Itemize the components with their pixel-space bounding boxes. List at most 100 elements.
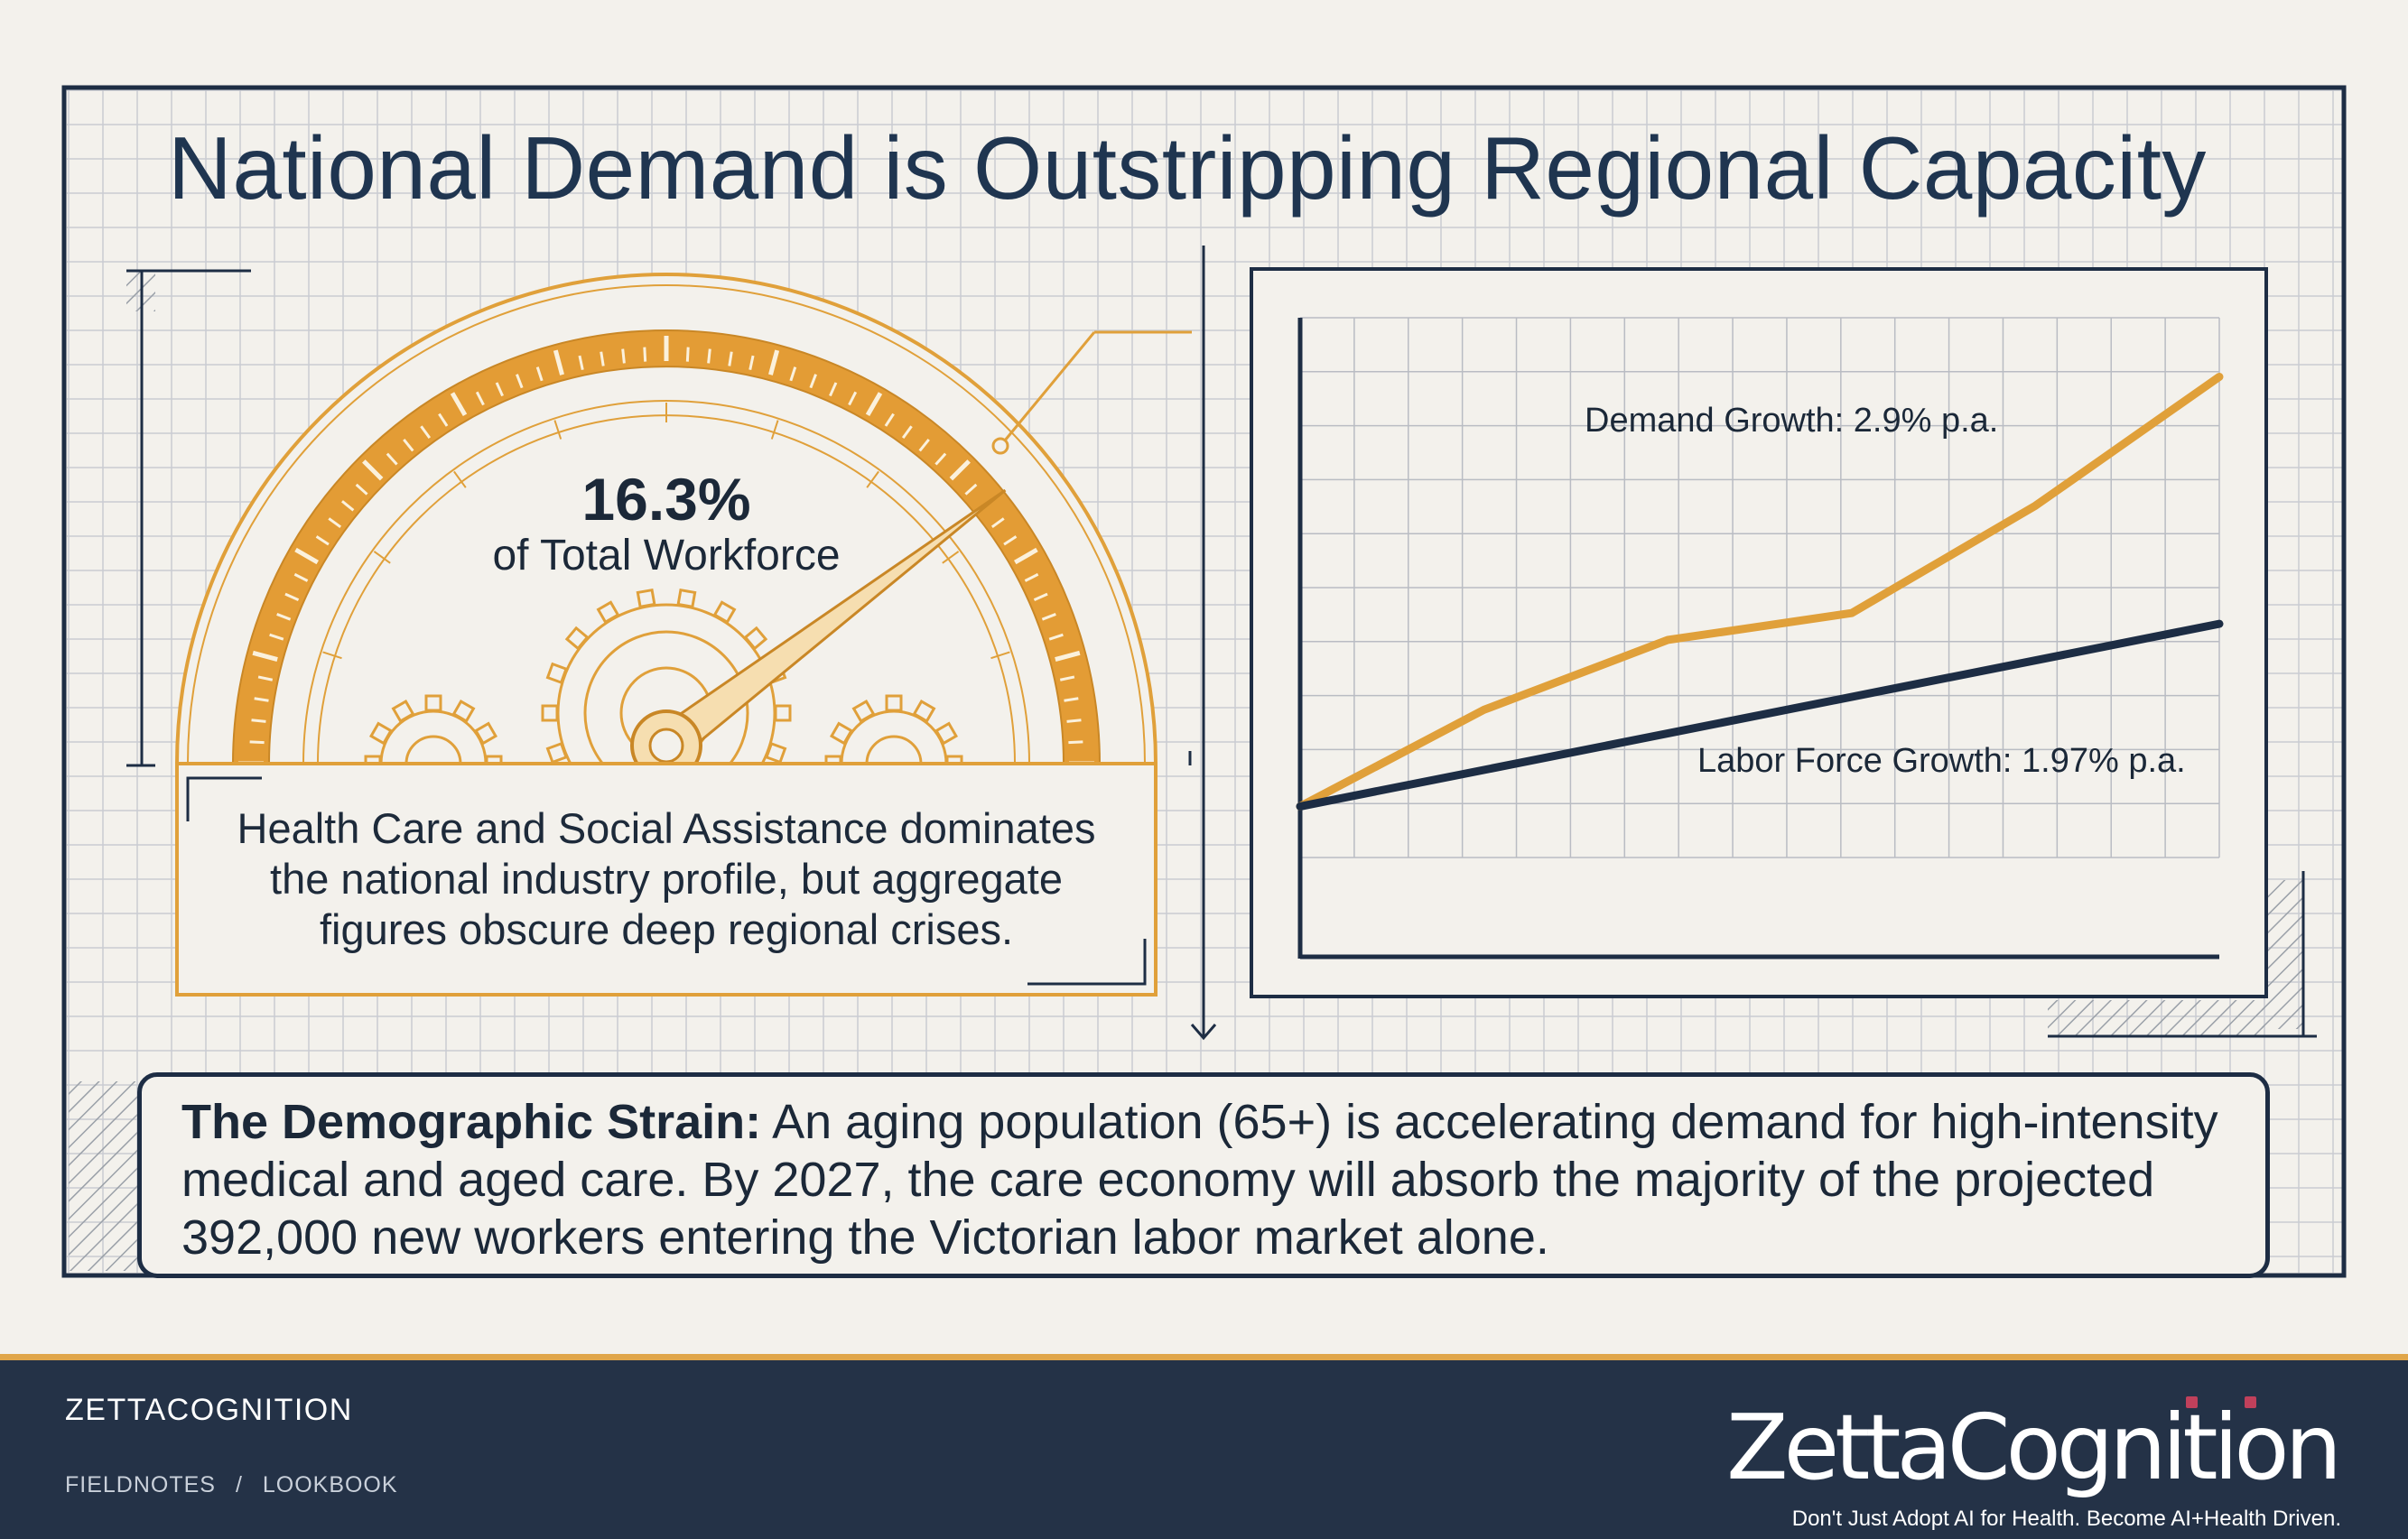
gauge-tick [495,382,504,397]
gauge-tick [1055,650,1081,662]
gauge-tick [284,592,300,601]
gauge-tick [257,675,274,681]
gauge-inner-tick [990,651,1010,660]
gauge-tick [918,439,930,452]
gauge-tick [1013,547,1038,565]
breadcrumb-fieldnotes[interactable]: FIELDNOTES [65,1472,216,1497]
gear-tooth [596,600,620,625]
gauge-tick [516,374,524,389]
gauge-tick [949,459,971,481]
gauge-tick [685,347,690,362]
gauge-inner-tick [322,651,342,660]
gauge-tick [1048,633,1064,641]
gauge-tick [707,348,711,364]
series-point [1298,804,1302,809]
gauge-tick [252,650,278,662]
gear-tooth [474,721,498,746]
gauge-tick [450,392,468,417]
series-point [2217,375,2221,379]
infographic: National Demand is Outstripping Regional… [61,85,2347,1278]
gauge-tick [293,572,309,582]
gear-tooth [368,721,393,746]
series-line-demand [1296,372,2224,811]
caption-corner-br [1027,939,1147,986]
brand-name: ZETTACOGNITION [65,1393,353,1427]
hatch-bottom-left [69,1081,141,1271]
gauge-tick [475,391,485,406]
caption-corner-tl [186,776,262,821]
breadcrumb-separator: / [235,1472,243,1497]
gear-tooth [851,699,876,723]
gauge-callout-dot [991,437,1009,455]
gauge-tick [249,740,265,745]
gauge-tick [276,613,292,621]
gear-tooth [545,741,568,765]
gauge-tick [438,413,449,427]
gauge-inner-tick [373,551,391,564]
gauge-tick [386,452,398,466]
gauge-tick [728,351,733,366]
gauge-inner-tick [942,551,960,564]
series-label-labor: Labor Force Growth: 1.97% p.a. [1697,742,2186,780]
gauge-inner-tick [453,470,467,488]
gauge-tick [355,483,368,496]
gauge-tick [294,547,320,565]
chart-series [1296,372,2224,811]
gauge-tick [829,382,838,397]
gauge-tick [789,366,797,382]
gauge-tick [848,391,858,406]
hatch-bottom-right [2048,1000,2264,1036]
company-logo: ZettaCognition [1726,1395,2342,1500]
gear-tooth [934,721,959,746]
gear-tooth [712,600,737,625]
chart-frame [1250,267,2268,998]
note-body: An aging population (65+) is acceleratin… [181,1095,2218,1265]
gauge-tick [643,347,647,362]
gear-tooth [424,694,442,712]
gear-tooth [451,699,476,723]
gauge-caption: Health Care and Social Assistance domina… [237,804,1096,953]
gauge-tick [768,349,780,375]
gauge-inner-tick [866,470,879,488]
breadcrumb: FIELDNOTES / LOOKBOOK [65,1472,398,1498]
gauge-tick [1064,697,1079,702]
gauge-tick [403,439,414,452]
gear-tooth [829,721,853,746]
gear-tooth [545,662,568,685]
gauge-tick [1041,613,1056,621]
gauge-tick [328,517,342,529]
page-title: National Demand is Outstripping Regional… [168,118,2207,218]
gauge-outer-arc [175,273,1158,765]
series-label-demand: Demand Growth: 2.9% p.a. [1585,402,1999,440]
gauge-inner-tick [770,420,779,440]
gear-tooth [774,704,792,722]
gauge-tick [1003,535,1018,546]
growth-line-chart [1250,267,2268,998]
series-point [2033,504,2038,508]
gauge-inner-arc [187,284,1146,765]
series-point [1482,708,1486,712]
gauge-tick [1066,719,1082,723]
gauge-inner-ring [302,400,1030,765]
gauge-tick [578,355,584,371]
gauge-tick [315,535,330,546]
dimension-arrow [1190,1024,1217,1041]
series-line-labor-force [1296,619,2224,811]
workforce-gauge [175,273,1192,997]
gauge-tick [884,413,895,427]
gauge-caption-box [175,762,1158,997]
footer: ZETTACOGNITION FIELDNOTES / LOOKBOOK Zet… [0,1354,2408,1539]
gauge-tick [341,500,355,512]
gauge-tick [1033,592,1048,601]
note-lead: The Demographic Strain: [181,1095,762,1149]
series-point [1666,637,1670,642]
gear-tooth [391,699,415,723]
series-point [1849,611,1854,616]
gauge-tick [1059,675,1075,681]
gauge-tick [934,452,947,466]
breadcrumb-lookbook[interactable]: LOOKBOOK [262,1472,398,1497]
gauge-tick [901,425,913,440]
gauge-tick [251,719,266,723]
gear-tooth [636,588,656,608]
gauge-value: 16.3% [581,466,751,533]
